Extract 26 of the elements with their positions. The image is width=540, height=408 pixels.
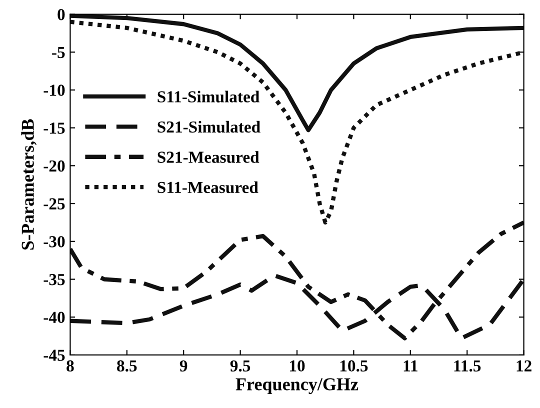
y-tick-label: -40: [44, 312, 65, 324]
y-tick-label: -20: [44, 160, 65, 172]
y-tick-label: -25: [44, 198, 65, 210]
line-series: [70, 220, 524, 340]
legend-label: S11-Simulated: [158, 90, 260, 102]
x-tick-label: 9: [180, 360, 188, 372]
x-tick-label: 9.5: [230, 360, 250, 372]
legend-label: S21-Measured: [158, 151, 260, 163]
x-tick-label: 11: [404, 360, 418, 372]
y-tick-label: 0: [58, 8, 65, 20]
x-tick-label: 10.5: [340, 360, 368, 372]
x-tick-label: 8.5: [117, 360, 137, 372]
x-tick-label: 10: [290, 360, 305, 372]
y-tick-label: -45: [44, 350, 65, 361]
y-tick-label: -15: [44, 122, 65, 134]
x-tick-label: 8: [66, 360, 74, 372]
x-tick-label: 11.5: [454, 360, 481, 372]
y-axis-title: S-Parameters,dB: [21, 119, 37, 250]
y-tick-label: -30: [44, 236, 65, 248]
x-tick-label: 12: [516, 360, 532, 372]
y-tick-label: -10: [44, 84, 65, 96]
legend-label: S11-Measured: [158, 181, 258, 194]
y-tick-label: -35: [44, 274, 65, 286]
legend-label: S21-Simulated: [158, 120, 260, 133]
y-tick-label: -5: [52, 47, 65, 58]
x-axis-title: Frequency/GHz: [236, 378, 358, 394]
